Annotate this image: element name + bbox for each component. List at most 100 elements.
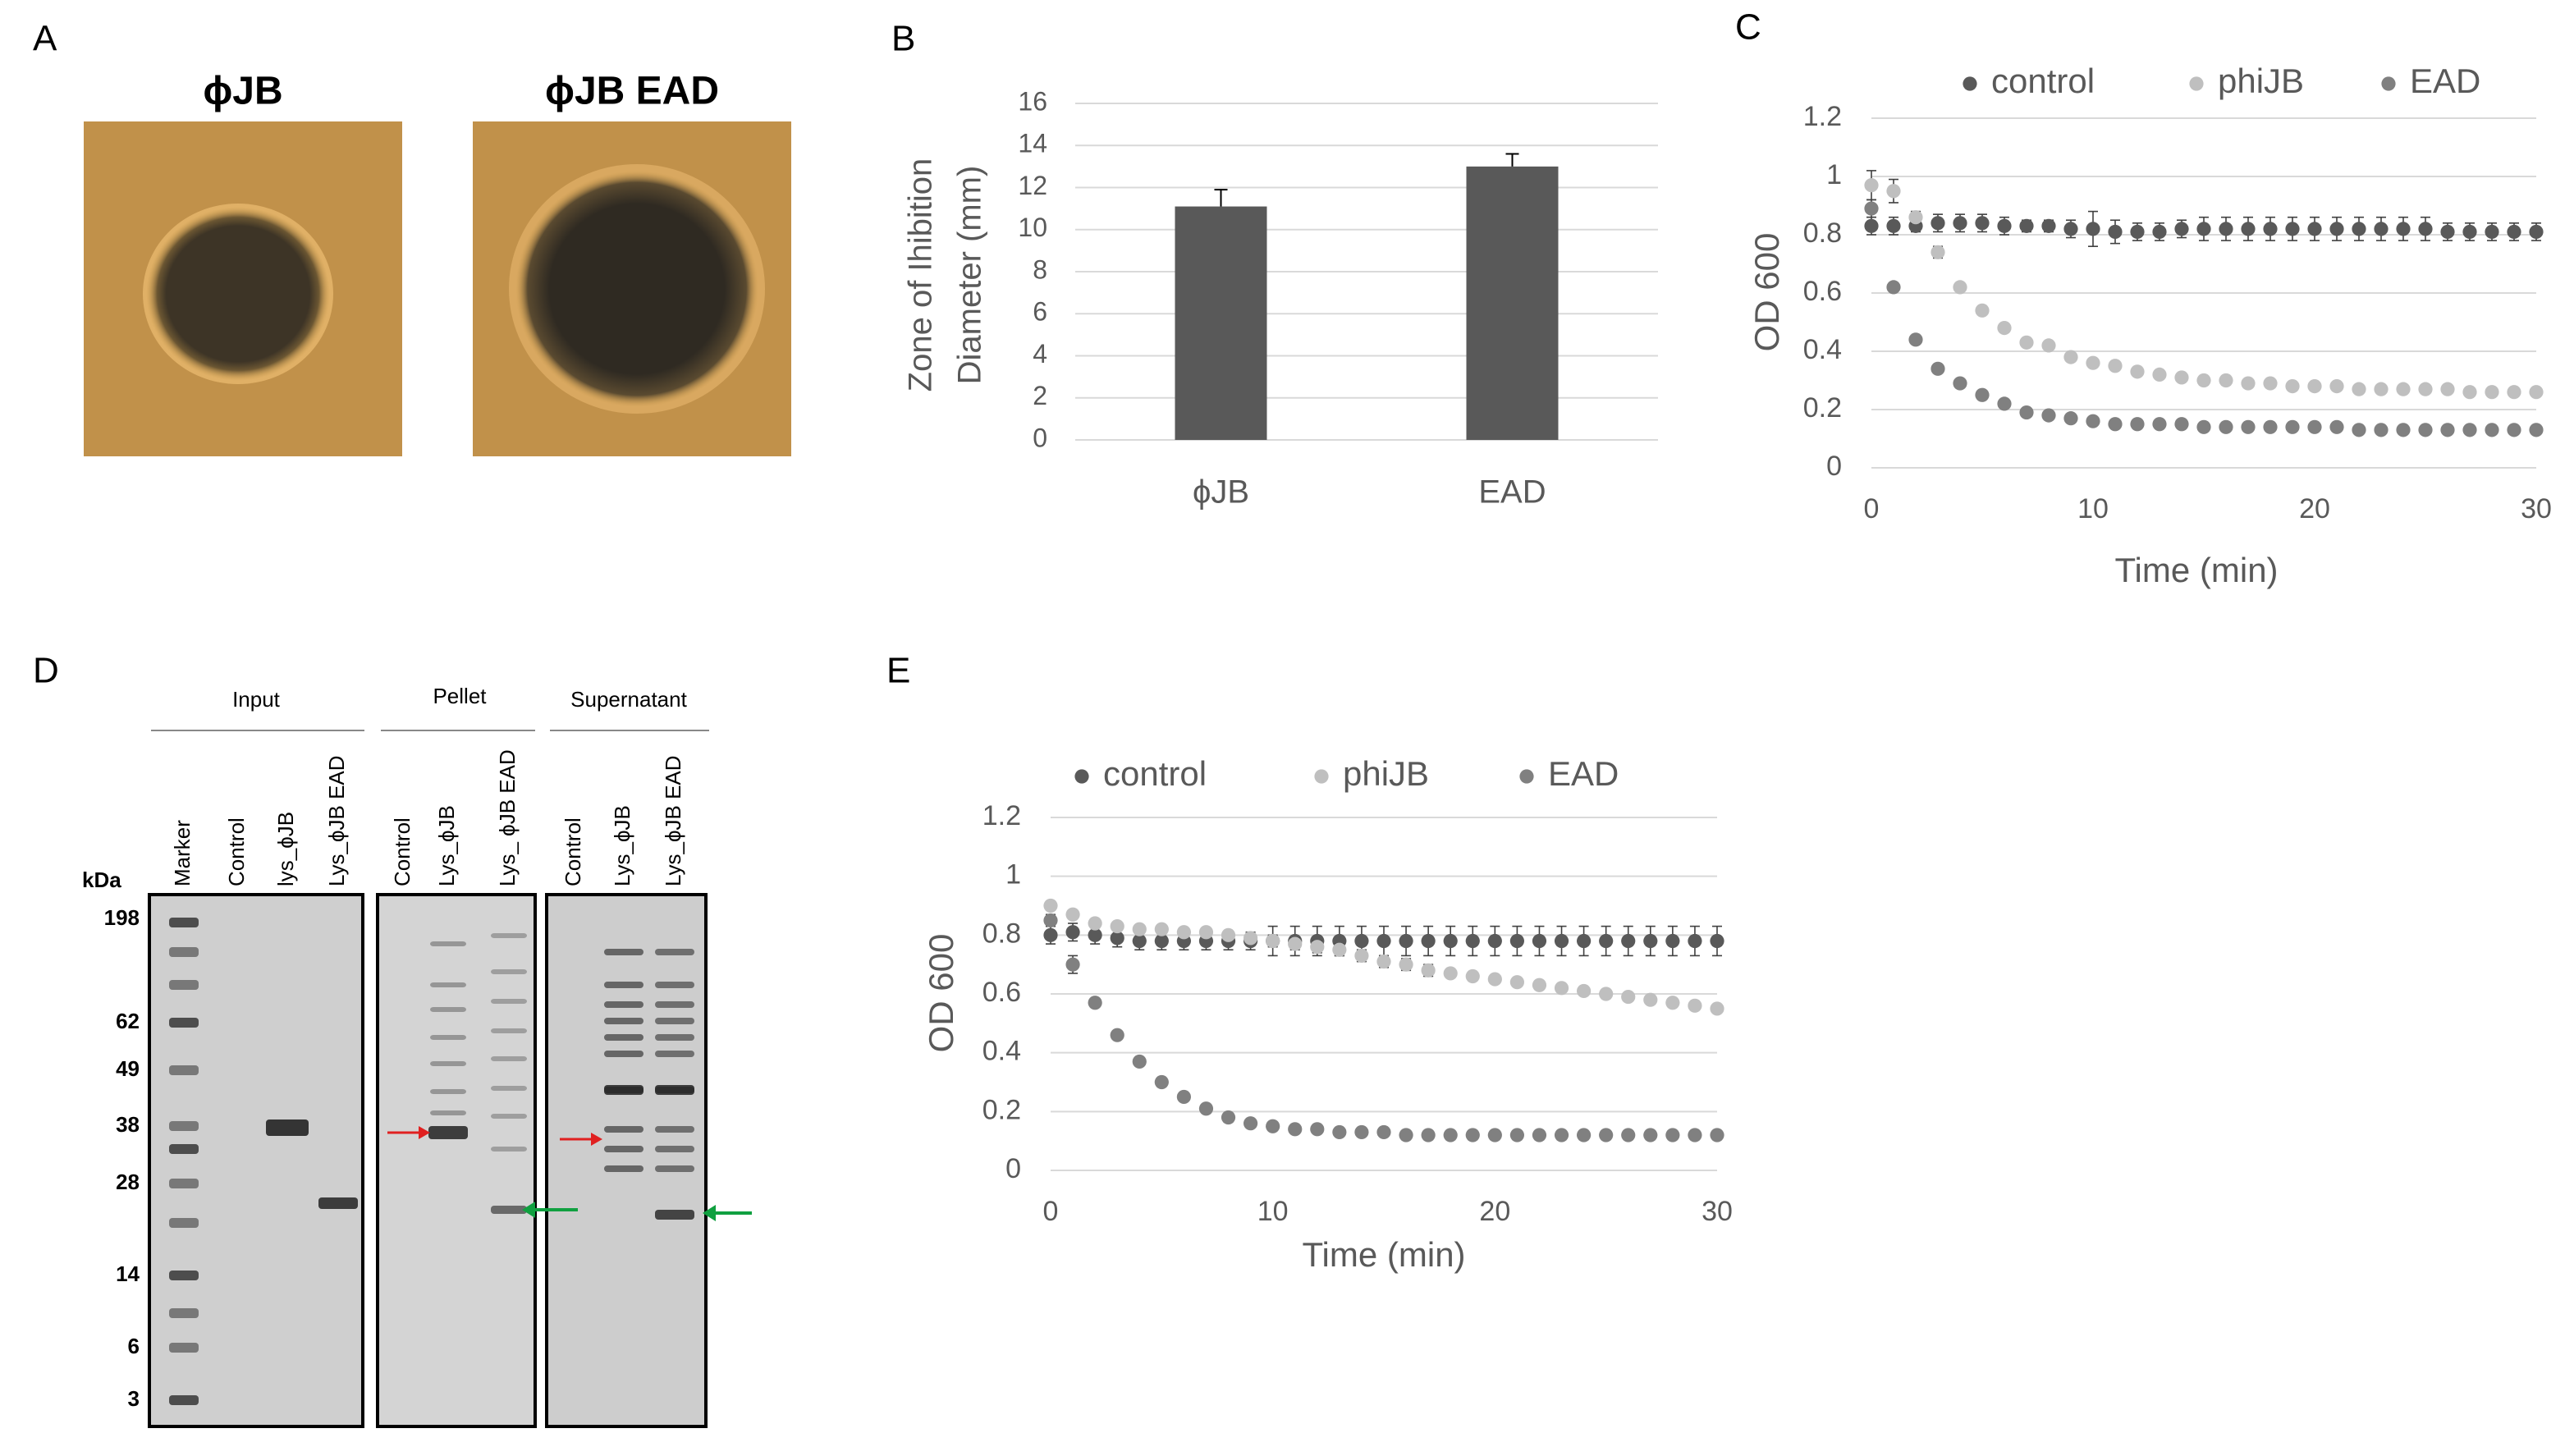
gel-band	[430, 941, 466, 946]
panel-label: E	[886, 651, 910, 691]
gel-band	[169, 947, 199, 957]
data-point	[1354, 948, 1369, 964]
marker-size: 6	[128, 1334, 140, 1358]
gel-band	[604, 1126, 644, 1133]
y-tick-label: 1	[1826, 159, 1842, 190]
y-tick-label: 0.6	[1803, 276, 1842, 307]
data-point	[1243, 931, 1258, 945]
data-point	[1975, 387, 1990, 402]
data-point	[2152, 367, 2167, 382]
y-axis-label: Diameter (mm)	[952, 166, 988, 385]
data-point	[1399, 1128, 1413, 1142]
lane-label: lys_ϕJB	[273, 812, 298, 886]
y-tick-label: 1.2	[1803, 101, 1842, 132]
gel-band	[169, 1343, 199, 1353]
data-point	[1065, 925, 1080, 940]
y-axis-label: OD 600	[1747, 233, 1786, 352]
data-point	[2329, 419, 2344, 434]
data-point	[1621, 933, 1636, 949]
data-point	[1176, 1089, 1191, 1105]
x-tick-label: 20	[1479, 1196, 1510, 1227]
data-point	[2130, 417, 2145, 432]
data-point	[2418, 222, 2433, 236]
data-point	[1886, 280, 1901, 295]
data-point	[1465, 1128, 1480, 1142]
panel-label: C	[1735, 7, 1761, 48]
data-point	[1688, 933, 1702, 949]
data-point	[1599, 987, 1614, 1001]
x-tick-label: 10	[1257, 1196, 1289, 1227]
lane-label: Lys_ϕJB EAD	[661, 755, 685, 886]
data-point	[1908, 210, 1923, 225]
data-point	[1643, 933, 1658, 949]
legend-marker	[1314, 769, 1329, 784]
data-point	[1621, 989, 1636, 1005]
gel-band	[169, 1144, 199, 1154]
data-point	[2041, 338, 2056, 353]
gel-band	[604, 1018, 644, 1024]
data-point	[1643, 1128, 1658, 1142]
y-tick-label: 16	[1018, 86, 1047, 116]
data-point	[2374, 222, 2389, 236]
data-point	[1221, 927, 1236, 942]
data-point	[2507, 224, 2521, 240]
gel-band	[655, 982, 694, 988]
legend-marker	[2189, 76, 2204, 91]
data-point	[1864, 201, 1879, 216]
data-point	[2130, 224, 2145, 240]
data-point	[2485, 423, 2499, 437]
data-point	[2307, 419, 2322, 434]
data-point	[1509, 975, 1524, 990]
data-point	[2063, 350, 2078, 364]
gel-band	[428, 1126, 468, 1139]
gel-band	[430, 1089, 466, 1094]
lane-label: Lys_ϕJB EAD	[324, 755, 349, 886]
data-point	[2485, 224, 2499, 240]
data-point	[1975, 216, 1990, 231]
data-point	[1354, 933, 1369, 949]
data-point	[1132, 1054, 1147, 1069]
gel-band	[655, 1210, 694, 1220]
data-point	[1953, 376, 1967, 391]
data-point	[2196, 419, 2211, 434]
data-point	[2485, 385, 2499, 400]
data-point	[2241, 222, 2256, 236]
plaque	[515, 171, 758, 407]
data-point	[1110, 918, 1124, 934]
data-point	[2374, 423, 2389, 437]
data-point	[1154, 922, 1169, 936]
data-point	[1554, 1128, 1569, 1142]
arrow-head	[419, 1126, 430, 1139]
lane-label: Lys_ϕJB	[610, 805, 634, 886]
data-point	[1043, 927, 1058, 942]
data-point	[1930, 361, 1945, 376]
data-point	[1487, 972, 1502, 987]
gel-band	[430, 1007, 466, 1012]
y-axis-label: OD 600	[922, 934, 960, 1053]
gel-band	[169, 1179, 199, 1188]
data-point	[1710, 1001, 1724, 1016]
data-point	[2462, 385, 2477, 400]
y-axis-label: Zone of Ihibition	[903, 158, 939, 392]
data-point	[2063, 222, 2078, 236]
data-point	[1043, 913, 1058, 928]
data-point	[1110, 931, 1124, 945]
data-point	[2285, 419, 2300, 434]
gel-band	[655, 1165, 694, 1172]
data-point	[1532, 1128, 1547, 1142]
gel-band	[491, 1206, 527, 1214]
y-tick-label: 0	[1826, 451, 1842, 482]
legend-label: EAD	[1548, 754, 1619, 793]
data-point	[2086, 355, 2100, 370]
data-point	[1443, 933, 1458, 949]
gel-band	[169, 1271, 199, 1280]
unit-label: kDa	[82, 868, 121, 892]
arrow-head	[703, 1205, 716, 1221]
data-point	[2219, 419, 2233, 434]
data-point	[2019, 405, 2034, 420]
data-point	[2174, 370, 2189, 385]
data-point	[1688, 998, 1702, 1013]
data-point	[2152, 417, 2167, 432]
data-point	[2152, 224, 2167, 240]
data-point	[2219, 373, 2233, 388]
